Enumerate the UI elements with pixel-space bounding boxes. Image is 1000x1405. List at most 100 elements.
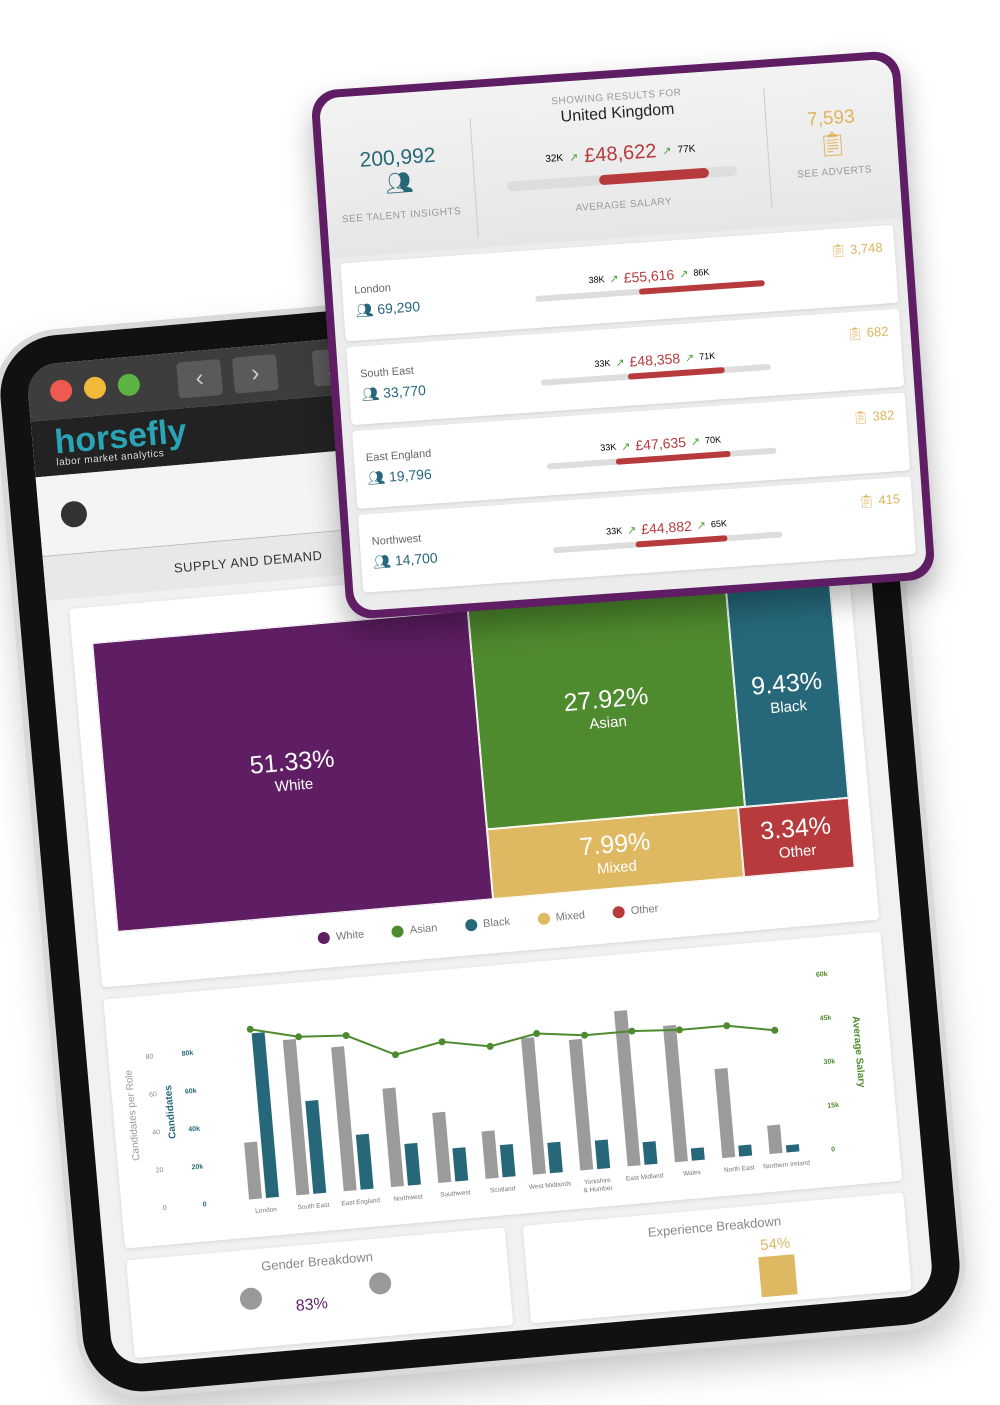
bar-candidates[interactable] — [251, 1032, 279, 1199]
salary-point[interactable] — [246, 1025, 254, 1033]
salary-point[interactable] — [438, 1038, 446, 1046]
region-salary: £44,882 — [640, 517, 693, 538]
x-tick-label: North East — [724, 1164, 755, 1174]
forward-button[interactable]: › — [231, 353, 279, 394]
region-adverts[interactable]: 682 — [866, 323, 889, 340]
bar-candidates-per-role[interactable] — [663, 1024, 688, 1163]
salary-range-fill — [598, 167, 710, 186]
legend-item-black[interactable]: Black — [464, 916, 511, 932]
minimize-window-button[interactable] — [83, 375, 107, 400]
see-adverts-link[interactable]: SEE ADVERTS — [796, 164, 873, 181]
x-tick-label: Scotland — [490, 1185, 516, 1194]
region-candidates: 69,290 — [376, 297, 421, 317]
bar-candidates-per-role[interactable] — [244, 1141, 263, 1200]
cell-label: Other — [778, 841, 818, 863]
salary-point[interactable] — [295, 1033, 303, 1041]
candidates-axis-tick: 40k — [188, 1126, 200, 1134]
bar-candidates[interactable] — [547, 1141, 563, 1174]
supply-demand-chart-card: 0 20 40 60 80 0 20k 40k 60k 80k 0 15k 30k 45k 60k Candi… — [103, 931, 903, 1249]
bar-candidates-per-role[interactable] — [382, 1087, 404, 1188]
left-axis-tick: 80 — [145, 1053, 153, 1061]
trend-up-icon: ↗ — [662, 145, 673, 158]
salary-point[interactable] — [628, 1027, 636, 1035]
legend-label: White — [335, 928, 365, 943]
salary-point[interactable] — [533, 1030, 541, 1038]
people-icon: 👥︎ — [366, 468, 386, 486]
bar-candidates-per-role[interactable] — [331, 1046, 357, 1192]
maximize-window-button[interactable] — [116, 372, 141, 397]
legend-item-white[interactable]: White — [317, 928, 365, 945]
salary-point[interactable] — [486, 1042, 494, 1051]
avatar[interactable] — [59, 499, 88, 528]
salary-axis-tick: 0 — [831, 1146, 836, 1153]
bar-candidates[interactable] — [738, 1144, 753, 1157]
salary-min: 38K — [588, 274, 605, 286]
salary-axis-tick: 45k — [819, 1015, 831, 1023]
bar-candidates-per-role[interactable] — [568, 1038, 594, 1171]
bar-candidates[interactable] — [690, 1147, 705, 1161]
uk-summary: 200,992 👥︎ SEE TALENT INSIGHTS SHOWING R… — [318, 58, 903, 259]
candidates-axis-tick: 60k — [185, 1088, 197, 1096]
combo-chart: 0 20 40 60 80 0 20k 40k 60k 80k 0 15k 30k 45k 60k Candi… — [124, 971, 867, 1215]
treemap-cell-asian[interactable]: 27.92% Asian — [468, 587, 746, 830]
bar-candidates-per-role[interactable] — [481, 1130, 499, 1179]
bar-candidates[interactable] — [305, 1100, 327, 1194]
region-adverts[interactable]: 3,748 — [849, 239, 884, 257]
bar-candidates-per-role[interactable] — [767, 1124, 783, 1154]
bar-candidates[interactable] — [785, 1144, 800, 1153]
treemap-cell-black[interactable]: 9.43% Black — [726, 578, 849, 808]
experience-bar[interactable] — [758, 1254, 798, 1298]
salary-point[interactable] — [392, 1051, 400, 1059]
close-window-button[interactable] — [49, 378, 74, 403]
salary-point[interactable] — [342, 1032, 350, 1040]
bar-candidates-per-role[interactable] — [282, 1039, 310, 1196]
bar-candidates[interactable] — [642, 1141, 658, 1165]
trend-up-icon: ↗ — [690, 435, 701, 449]
trend-up-icon: ↗ — [568, 151, 579, 165]
left-axis-label: Candidates per Role — [124, 1069, 143, 1161]
bar-candidates[interactable] — [499, 1144, 516, 1178]
region-list: London 👥︎ 69,290 38K ↗ £55,616 ↗ 86K 📋︎ 3,… — [330, 224, 926, 593]
salary-point[interactable] — [723, 1022, 731, 1030]
treemap-cell-other[interactable]: 3.34% Other — [738, 798, 855, 878]
legend-item-mixed[interactable]: Mixed — [537, 909, 586, 926]
bar-candidates[interactable] — [355, 1133, 374, 1190]
salary-range-fill — [635, 535, 728, 548]
clipboard-icon: 📋︎ — [829, 242, 847, 259]
trend-up-icon: ↗ — [620, 440, 631, 453]
treemap-cell-white[interactable]: 51.33% White — [92, 610, 494, 932]
bar-candidates[interactable] — [594, 1139, 611, 1170]
bar-candidates-per-role[interactable] — [432, 1111, 452, 1183]
bar-candidates-per-role[interactable] — [521, 1037, 546, 1175]
region-candidates: 14,700 — [394, 548, 439, 568]
bar-candidates-per-role[interactable] — [714, 1068, 736, 1159]
trend-up-icon: ↗ — [626, 524, 637, 537]
bar-candidates[interactable] — [452, 1147, 469, 1182]
talent-summary[interactable]: 200,992 👥︎ SEE TALENT INSIGHTS — [320, 118, 479, 249]
bar-candidates[interactable] — [404, 1142, 421, 1186]
salary-point[interactable] — [675, 1026, 684, 1034]
chevron-left-icon: ‹ — [194, 364, 205, 393]
clipboard-icon: 📋︎ — [851, 409, 870, 426]
region-adverts[interactable]: 415 — [877, 491, 901, 508]
back-button[interactable]: ‹ — [176, 358, 224, 399]
legend-item-asian[interactable]: Asian — [391, 922, 438, 939]
legend-item-other[interactable]: Other — [612, 902, 659, 919]
region-adverts[interactable]: 382 — [872, 407, 895, 424]
salary-axis-tick: 15k — [827, 1102, 839, 1110]
left-axis-tick: 20 — [155, 1167, 163, 1175]
x-tick-label: East Midland — [626, 1172, 664, 1182]
see-talent-insights-link[interactable]: SEE TALENT INSIGHTS — [341, 205, 462, 225]
adverts-summary[interactable]: 7,593 📋︎ SEE ADVERTS — [763, 78, 902, 208]
salary-point[interactable] — [581, 1031, 589, 1039]
card-title: Experience Breakdown — [647, 1213, 782, 1240]
people-icon: 👥︎ — [360, 384, 380, 402]
region-salary: £55,616 — [623, 266, 675, 286]
people-icon: 👥︎ — [355, 300, 374, 319]
bar-candidates-per-role[interactable] — [614, 1010, 641, 1167]
x-tick-label: Yorkshire — [584, 1177, 612, 1186]
salary-point[interactable] — [771, 1026, 779, 1035]
legend-label: Other — [630, 902, 659, 918]
trend-up-icon: ↗ — [684, 351, 695, 365]
gender-percent: 83% — [295, 1295, 329, 1315]
